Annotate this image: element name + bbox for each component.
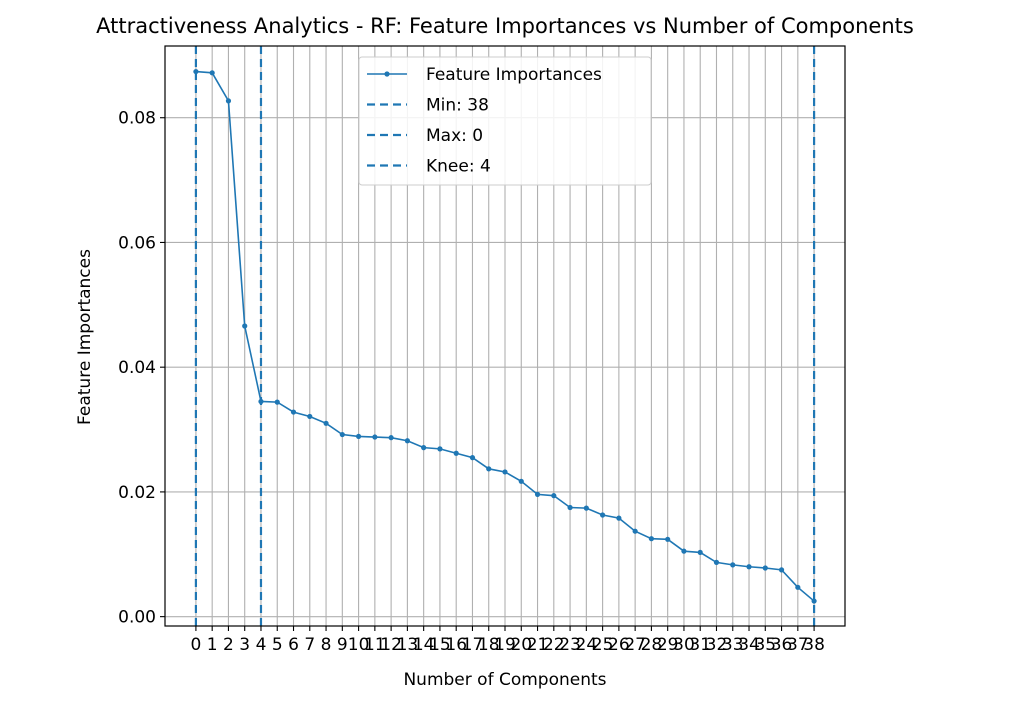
x-tick-label: 29 xyxy=(657,635,679,655)
data-point xyxy=(339,431,345,438)
data-point xyxy=(746,564,752,570)
data-point xyxy=(567,504,573,511)
chart-title: Attractiveness Analytics - RF: Feature I… xyxy=(96,14,914,38)
x-tick-label: 18 xyxy=(478,635,500,655)
legend-label: Feature Importances xyxy=(426,65,602,85)
data-point xyxy=(388,435,394,441)
y-tick-label: 0.08 xyxy=(118,109,156,129)
x-tick-label: 12 xyxy=(380,635,402,655)
x-tick-label: 26 xyxy=(608,635,630,655)
x-tick-label: 8 xyxy=(321,635,332,655)
data-point xyxy=(453,450,459,456)
x-tick-label: 19 xyxy=(494,635,516,655)
y-tick-label: 0.06 xyxy=(118,233,156,253)
x-tick-label: 33 xyxy=(722,635,744,655)
data-point xyxy=(225,98,232,104)
data-point xyxy=(486,466,492,472)
x-tick-label: 15 xyxy=(429,635,451,655)
data-point xyxy=(469,455,476,461)
x-tick-label: 1 xyxy=(207,635,218,655)
x-tick-label: 20 xyxy=(510,635,532,655)
x-tick-label: 37 xyxy=(787,635,809,655)
data-point xyxy=(697,549,703,556)
data-point xyxy=(648,536,655,542)
data-point xyxy=(421,445,427,451)
x-tick-label: 9 xyxy=(337,635,348,655)
data-point xyxy=(583,505,589,511)
data-point xyxy=(437,446,443,452)
x-tick-label: 10 xyxy=(348,635,370,655)
data-point xyxy=(242,323,248,329)
x-tick-label: 0 xyxy=(190,635,201,655)
y-axis-ticks: 0.00 0.02 0.04 0.06 0.08 xyxy=(118,109,165,628)
data-point xyxy=(681,548,687,554)
y-axis-label: Feature Importances xyxy=(75,249,95,425)
x-tick-label: 25 xyxy=(592,635,614,655)
legend-label: Knee: 4 xyxy=(426,157,491,177)
data-point xyxy=(534,491,541,498)
y-tick-label: 0.02 xyxy=(118,483,156,503)
x-tick-label: 27 xyxy=(624,635,646,655)
x-tick-label: 24 xyxy=(576,635,598,655)
y-tick-label: 0.00 xyxy=(118,608,156,628)
data-point xyxy=(616,515,622,521)
data-point xyxy=(551,493,557,499)
data-point xyxy=(600,512,606,518)
data-point xyxy=(355,433,362,440)
legend-label: Max: 0 xyxy=(426,126,483,146)
data-series xyxy=(193,68,817,604)
data-point xyxy=(730,562,736,568)
x-tick-label: 14 xyxy=(413,635,435,655)
y-tick-label: 0.04 xyxy=(118,358,156,378)
x-tick-label: 3 xyxy=(239,635,250,655)
data-point xyxy=(518,478,524,484)
data-point xyxy=(811,598,817,604)
x-tick-label: 21 xyxy=(527,635,549,655)
x-tick-label: 34 xyxy=(738,635,760,655)
x-axis-label: Number of Components xyxy=(403,670,606,690)
data-point xyxy=(323,420,329,426)
legend-box xyxy=(358,56,652,186)
x-tick-label: 31 xyxy=(689,635,711,655)
x-tick-label: 32 xyxy=(706,635,728,655)
data-point xyxy=(632,528,638,534)
data-point xyxy=(502,469,508,475)
x-tick-label: 11 xyxy=(364,635,386,655)
x-axis-ticks: 0 1 2 3 4 5 6 7 8 9 101112131415161718192021222324… xyxy=(190,626,825,655)
x-tick-label: 30 xyxy=(673,635,695,655)
x-tick-label: 4 xyxy=(256,635,267,655)
reference-lines xyxy=(194,46,816,626)
x-tick-label: 2 xyxy=(223,635,234,655)
x-tick-label: 13 xyxy=(397,635,419,655)
data-point xyxy=(307,413,313,420)
data-point xyxy=(404,438,410,444)
data-point xyxy=(258,398,264,405)
x-tick-label: 28 xyxy=(641,635,663,655)
data-point xyxy=(762,565,768,571)
data-point xyxy=(209,70,215,76)
data-point xyxy=(713,559,720,565)
legend-marker xyxy=(384,71,390,77)
x-tick-label: 7 xyxy=(304,635,315,655)
data-point xyxy=(372,434,378,440)
data-point xyxy=(795,584,801,590)
legend: Feature Importances Min: 38 Max: 0 Knee: 4 xyxy=(358,56,652,186)
x-tick-label: 16 xyxy=(445,635,467,655)
x-tick-label: 35 xyxy=(754,635,776,655)
legend-label: Min: 38 xyxy=(426,96,489,116)
x-tick-label: 23 xyxy=(559,635,581,655)
data-point xyxy=(290,409,297,415)
data-point xyxy=(665,536,671,542)
x-tick-label: 5 xyxy=(272,635,283,655)
x-tick-label: 6 xyxy=(288,635,299,655)
x-tick-label: 38 xyxy=(803,635,825,655)
data-point xyxy=(274,399,280,405)
x-tick-label: 36 xyxy=(771,635,793,655)
data-point xyxy=(778,567,785,573)
data-point xyxy=(193,68,199,75)
x-tick-label: 17 xyxy=(462,635,484,655)
x-tick-label: 22 xyxy=(543,635,565,655)
